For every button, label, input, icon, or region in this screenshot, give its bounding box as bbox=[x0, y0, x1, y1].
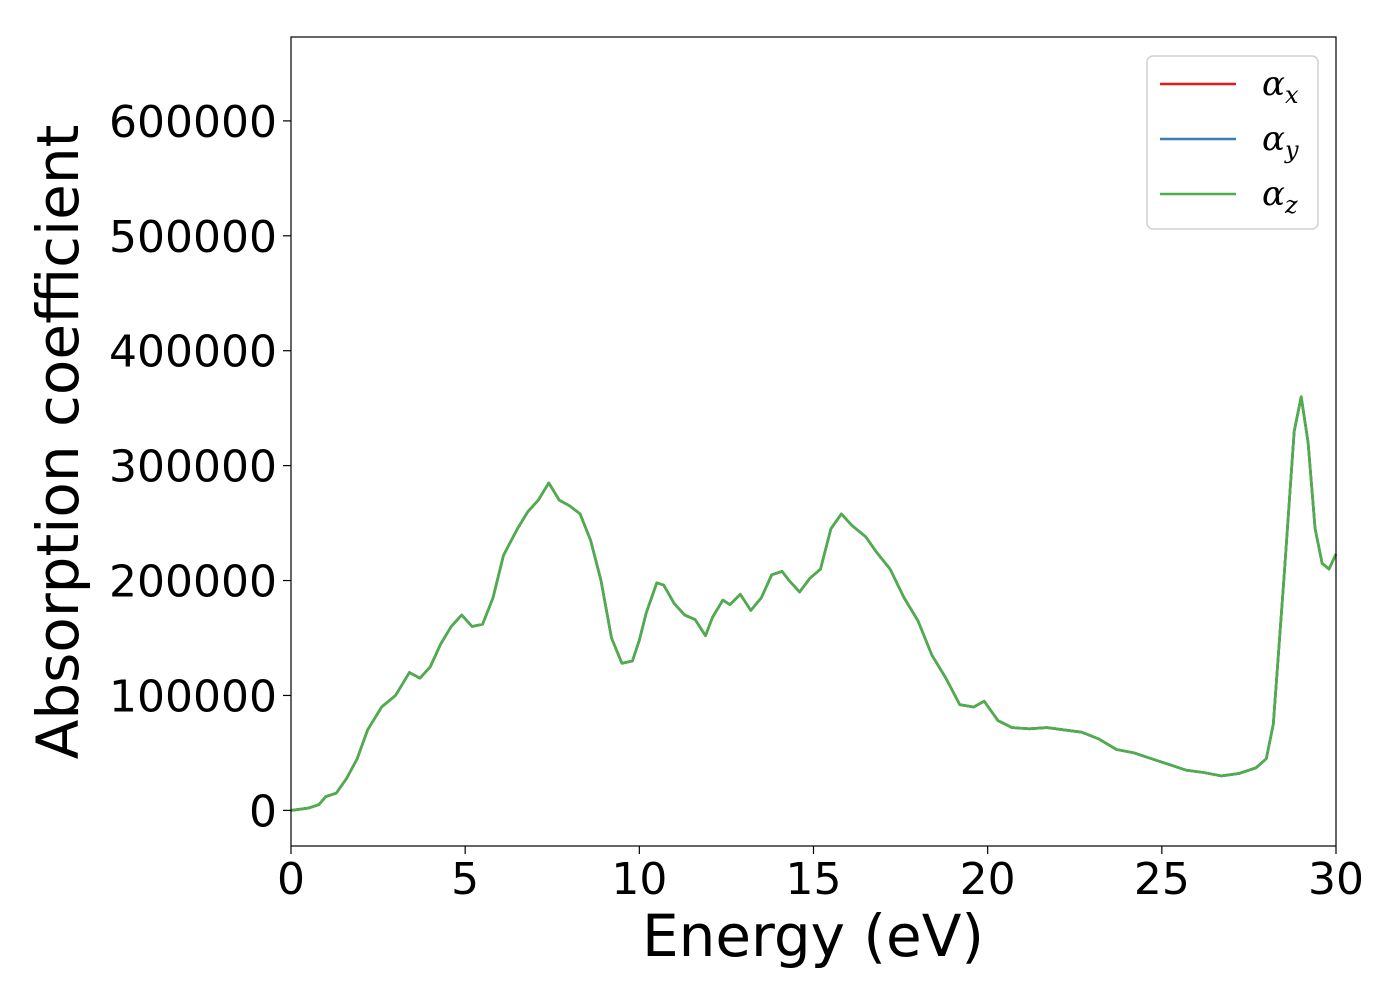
y-tick-label: 200000 bbox=[109, 557, 277, 608]
series-line-x bbox=[290, 395, 1338, 812]
y-tick-label: 300000 bbox=[109, 442, 277, 493]
x-tick-label: 20 bbox=[960, 854, 1016, 905]
y-tick-label: 0 bbox=[249, 786, 277, 837]
y-axis-title: Absorption coefficient bbox=[24, 125, 92, 760]
x-tick-label: 25 bbox=[1134, 854, 1190, 905]
y-tick-label: 500000 bbox=[109, 212, 277, 263]
x-axis-title: Energy (eV) bbox=[642, 902, 984, 970]
y-axis-ticks: 0 100000 200000 300000 400000 500000 600000 bbox=[109, 97, 291, 837]
y-tick-label: 400000 bbox=[109, 327, 277, 378]
series-line-z bbox=[290, 395, 1338, 812]
series-layer bbox=[290, 395, 1338, 812]
x-tick-label: 15 bbox=[786, 854, 842, 905]
x-tick-label: 5 bbox=[451, 854, 479, 905]
y-tick-label: 100000 bbox=[109, 671, 277, 722]
x-axis-ticks: 0 5 10 15 20 25 30 bbox=[277, 846, 1364, 905]
x-tick-label: 10 bbox=[611, 854, 667, 905]
x-tick-label: 0 bbox=[277, 854, 305, 905]
series-line-y bbox=[290, 395, 1338, 812]
y-tick-label: 600000 bbox=[109, 97, 277, 148]
x-tick-label: 30 bbox=[1308, 854, 1364, 905]
legend-box bbox=[1146, 55, 1319, 230]
